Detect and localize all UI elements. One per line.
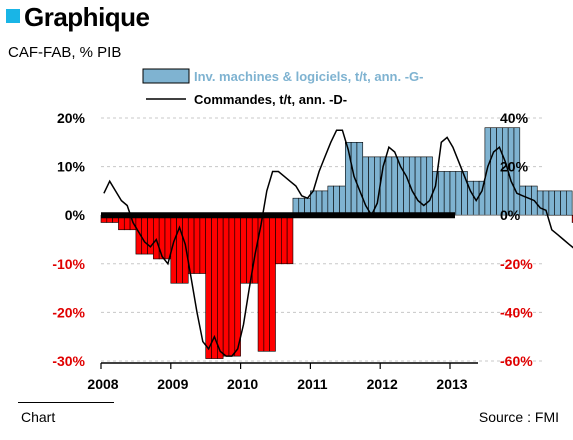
bar xyxy=(193,214,201,274)
bar xyxy=(141,214,148,255)
bar xyxy=(449,171,457,216)
bar xyxy=(199,214,206,274)
bar xyxy=(478,180,486,216)
bar xyxy=(438,171,445,216)
bar xyxy=(344,142,352,216)
y-left-tick-label: -10% xyxy=(52,256,85,272)
bar xyxy=(385,156,393,216)
footer-label: Chart xyxy=(21,409,56,425)
x-tick-label: 2010 xyxy=(227,376,258,392)
x-tick-label: 2009 xyxy=(157,376,188,392)
bar xyxy=(275,214,282,265)
bar xyxy=(490,127,497,216)
y-left-tick-label: -30% xyxy=(52,353,85,369)
bar xyxy=(321,190,329,216)
bar xyxy=(222,214,230,357)
bar xyxy=(525,185,532,216)
bar xyxy=(217,214,224,359)
legend: Inv. machines & logiciels, t/t, ann. -G-… xyxy=(142,68,423,107)
bar xyxy=(414,156,422,216)
y-right-tick-label: 40% xyxy=(500,110,529,126)
bar xyxy=(339,185,346,216)
bar xyxy=(566,190,573,216)
bar xyxy=(269,214,276,352)
y-left-tick-label: 10% xyxy=(57,159,86,175)
x-axis: 2008 2009 2010 2011 2012 2013 xyxy=(87,362,478,392)
bar xyxy=(315,190,323,216)
bar xyxy=(147,214,154,255)
y-left-tick-label: 0% xyxy=(65,207,86,223)
page-title: Graphique xyxy=(24,2,150,32)
bar xyxy=(263,214,270,352)
legend-label-line: Commandes, t/t, ann. -D- xyxy=(194,92,347,107)
bar xyxy=(536,190,544,216)
bar xyxy=(327,185,334,216)
x-tick-label: 2013 xyxy=(436,376,467,392)
y-left-tick-label: 20% xyxy=(57,110,86,126)
bar xyxy=(560,190,567,216)
bar xyxy=(350,142,358,216)
legend-label-bar: Inv. machines & logiciels, t/t, ann. -G- xyxy=(194,69,423,84)
bar xyxy=(519,185,526,216)
line-series xyxy=(103,129,573,357)
x-tick-label: 2011 xyxy=(297,376,328,392)
x-tick-label: 2012 xyxy=(367,376,398,392)
y-right-tick-label: 0% xyxy=(500,207,521,223)
bar xyxy=(455,171,462,216)
bar xyxy=(368,156,375,216)
bar xyxy=(153,214,160,260)
bar xyxy=(240,214,247,284)
bar xyxy=(286,214,294,265)
bar xyxy=(391,156,398,216)
bar xyxy=(356,142,364,216)
bar xyxy=(548,190,556,216)
y-left-tick-label: -20% xyxy=(52,304,85,320)
bar xyxy=(443,171,451,216)
title-marker xyxy=(6,9,20,23)
chart: 20% 10% 0% -10% -20% -30% 40% 20% 0% -20% -40% -60… xyxy=(52,68,573,392)
x-tick-label: 2008 xyxy=(87,376,118,392)
bar xyxy=(205,214,212,359)
y-right-tick-label: -60% xyxy=(500,353,533,369)
footer-rule xyxy=(18,402,114,403)
bar xyxy=(228,214,236,357)
bar xyxy=(234,214,241,357)
orders-line xyxy=(103,129,573,357)
bar xyxy=(182,214,189,284)
bar xyxy=(484,127,492,216)
y-right-tick-label: -20% xyxy=(500,256,533,272)
bar xyxy=(164,214,172,260)
bar xyxy=(281,214,288,265)
bar xyxy=(554,190,561,216)
bar xyxy=(251,214,259,284)
bar-series xyxy=(100,127,573,359)
chart-subtitle: CAF-FAB, % PIB xyxy=(8,44,122,61)
y-right-tick-label: 20% xyxy=(500,159,529,175)
y-right-tick-label: -40% xyxy=(500,304,533,320)
source-label: Source : FMI xyxy=(478,409,559,425)
bar xyxy=(426,156,433,216)
right-axis: 40% 20% 0% -20% -40% -60% xyxy=(500,110,533,369)
legend-swatch-bar xyxy=(142,68,190,84)
bar xyxy=(432,171,439,216)
bar xyxy=(333,185,340,216)
bar xyxy=(403,156,410,216)
left-axis: 20% 10% 0% -10% -20% -30% xyxy=(52,110,85,369)
